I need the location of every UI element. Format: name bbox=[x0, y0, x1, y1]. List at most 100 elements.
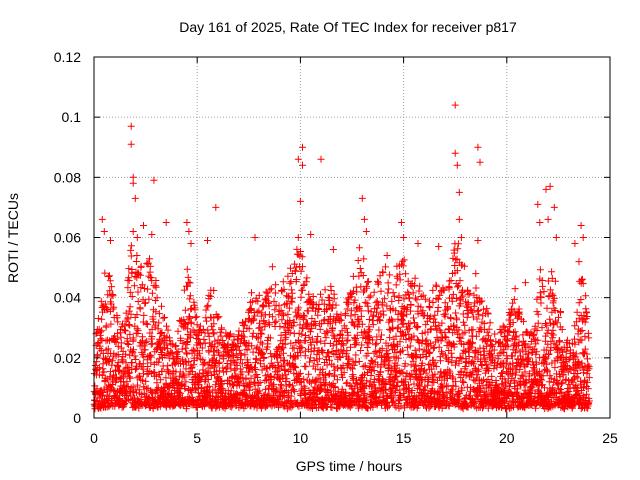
data-point bbox=[126, 303, 134, 311]
data-point bbox=[188, 368, 196, 376]
data-point bbox=[315, 355, 323, 363]
data-point bbox=[274, 371, 281, 379]
data-point bbox=[283, 300, 291, 308]
data-point bbox=[252, 355, 260, 363]
data-point bbox=[199, 325, 207, 333]
data-points bbox=[90, 101, 593, 413]
data-point bbox=[284, 310, 292, 318]
data-point bbox=[130, 282, 138, 290]
data-point bbox=[124, 314, 132, 322]
data-point bbox=[237, 356, 244, 364]
data-point bbox=[205, 389, 213, 397]
data-point bbox=[101, 269, 109, 277]
chart-title: Day 161 of 2025, Rate Of TEC Index for r… bbox=[179, 19, 517, 35]
data-point bbox=[258, 366, 266, 374]
data-point bbox=[197, 340, 204, 348]
data-point bbox=[298, 330, 306, 338]
data-point bbox=[274, 347, 281, 355]
data-point bbox=[104, 273, 112, 280]
data-point bbox=[281, 388, 289, 396]
data-point bbox=[262, 288, 270, 296]
data-point bbox=[205, 332, 213, 340]
data-point bbox=[253, 308, 261, 316]
data-point bbox=[311, 365, 319, 373]
data-point bbox=[155, 355, 163, 363]
data-point bbox=[306, 358, 313, 366]
data-point bbox=[160, 384, 168, 392]
data-point bbox=[287, 339, 295, 347]
data-point bbox=[254, 297, 262, 305]
data-point bbox=[286, 329, 294, 337]
data-point bbox=[259, 302, 267, 310]
data-point bbox=[133, 311, 141, 319]
data-point bbox=[238, 368, 246, 376]
data-point bbox=[210, 330, 218, 338]
data-point bbox=[140, 285, 148, 292]
data-point bbox=[182, 344, 190, 352]
data-point bbox=[108, 283, 116, 291]
data-point bbox=[225, 353, 233, 361]
data-point bbox=[205, 348, 213, 356]
data-point bbox=[269, 313, 277, 321]
data-point bbox=[288, 294, 296, 302]
data-point bbox=[287, 264, 294, 272]
data-point bbox=[253, 371, 261, 378]
data-point bbox=[255, 291, 263, 299]
data-point bbox=[266, 321, 273, 329]
data-point bbox=[163, 341, 171, 349]
data-point bbox=[277, 331, 285, 339]
data-point bbox=[251, 312, 259, 320]
data-point bbox=[114, 318, 122, 326]
data-point bbox=[121, 322, 129, 330]
data-point bbox=[256, 379, 264, 386]
data-point bbox=[148, 340, 156, 348]
data-point bbox=[139, 360, 147, 368]
data-point bbox=[146, 262, 154, 270]
data-point bbox=[314, 333, 322, 340]
data-point bbox=[329, 325, 336, 333]
data-point bbox=[204, 301, 212, 309]
data-point bbox=[148, 289, 156, 297]
data-point bbox=[174, 348, 182, 356]
data-point bbox=[150, 318, 158, 326]
data-point bbox=[249, 348, 257, 356]
data-point bbox=[134, 288, 142, 296]
data-point bbox=[187, 305, 195, 313]
data-point bbox=[230, 336, 238, 344]
data-point bbox=[161, 314, 168, 321]
data-point bbox=[318, 347, 325, 355]
data-point bbox=[193, 404, 201, 411]
data-point bbox=[209, 329, 217, 337]
data-point bbox=[324, 329, 332, 337]
data-point bbox=[198, 344, 206, 352]
data-point bbox=[94, 315, 102, 322]
data-point bbox=[122, 350, 130, 358]
data-point bbox=[323, 361, 331, 369]
data-point bbox=[134, 327, 142, 335]
data-point bbox=[266, 286, 274, 294]
y-tick-label: 0.08 bbox=[54, 169, 81, 185]
x-tick-label: 0 bbox=[90, 430, 98, 446]
data-point bbox=[264, 340, 272, 348]
data-point bbox=[279, 357, 287, 365]
data-point bbox=[277, 345, 285, 353]
data-point bbox=[314, 311, 322, 319]
data-point bbox=[292, 263, 300, 271]
data-point bbox=[201, 359, 209, 367]
data-point bbox=[186, 279, 194, 287]
data-point bbox=[155, 358, 163, 366]
data-point bbox=[147, 353, 155, 361]
data-point bbox=[181, 385, 189, 392]
data-point bbox=[281, 340, 289, 348]
data-point bbox=[241, 351, 249, 359]
data-point bbox=[290, 318, 298, 326]
data-point bbox=[154, 325, 162, 333]
data-point bbox=[258, 309, 266, 317]
data-point bbox=[144, 285, 152, 293]
data-point bbox=[95, 364, 103, 372]
data-point bbox=[307, 379, 315, 387]
data-point bbox=[146, 329, 154, 337]
data-point bbox=[114, 342, 122, 350]
data-point bbox=[184, 273, 192, 281]
data-point bbox=[214, 314, 222, 322]
